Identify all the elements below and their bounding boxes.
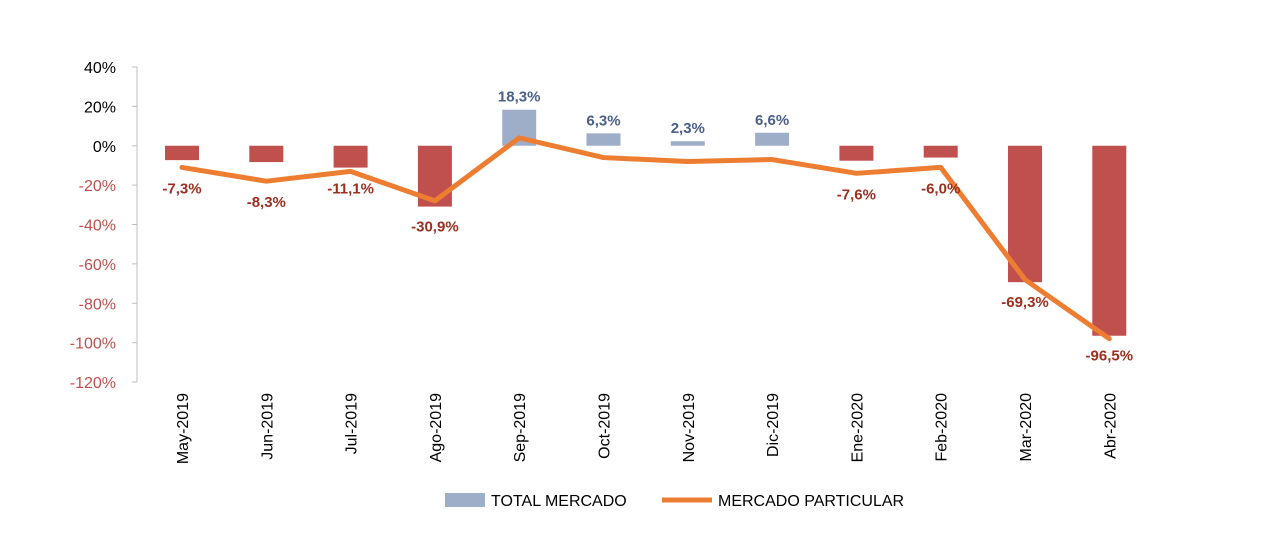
y-axis: 40% 20% 0% -20% -40% -60% -80% -100% -120%: [70, 60, 138, 392]
data-label-jul-2019: -11,1%: [327, 181, 374, 198]
x-tick-label: Nov-2019: [681, 393, 698, 462]
y-tick-label: -20%: [79, 178, 116, 195]
data-labels: -7,3% -8,3% -11,1% -30,9% 18,3% 6,3% 2,3% 6,6% -…: [162, 89, 1133, 365]
legend: TOTAL MERCADO MERCADO PARTICULAR: [445, 493, 904, 510]
y-tick-label: 20%: [84, 99, 116, 116]
bar-oct-2019: [586, 133, 621, 146]
y-tick-label: -40%: [79, 218, 116, 235]
x-tick-label: Mar-2020: [1018, 393, 1035, 462]
bar-jul-2019: [333, 145, 368, 168]
x-tick-label: Jul-2019: [344, 393, 361, 454]
y-tick-label: -60%: [79, 257, 116, 274]
y-tick-label: -120%: [70, 375, 116, 392]
data-label-jun-2019: -8,3%: [247, 194, 286, 211]
x-tick-label: Abr-2020: [1102, 393, 1119, 459]
data-label-ene-2020: -7,6%: [837, 186, 876, 203]
y-tick-label: 0%: [93, 139, 116, 156]
bar-ene-2020: [839, 145, 874, 161]
data-label-dic-2019: 6,6%: [755, 112, 789, 129]
x-tick-label: Feb-2020: [934, 393, 951, 462]
x-tick-label: Ago-2019: [428, 393, 445, 462]
line-mercado-particular: [179, 135, 1112, 342]
bar-dic-2019: [755, 132, 790, 146]
bar-nov-2019: [670, 141, 705, 146]
bars: [165, 109, 1127, 336]
data-label-sep-2019: 18,3%: [498, 89, 541, 106]
y-tick-label: -100%: [70, 336, 116, 353]
x-tick-label: May-2019: [175, 393, 192, 464]
x-tick-label: Ene-2020: [849, 393, 866, 462]
bar-may-2019: [165, 145, 199, 161]
bar-feb-2020: [923, 145, 958, 158]
bar-abr-2020: [1092, 145, 1127, 336]
line-series: [179, 135, 1112, 342]
data-label-nov-2019: 2,3%: [671, 120, 705, 137]
bar-mar-2020: [1008, 145, 1042, 283]
data-label-mar-2020: -69,3%: [1001, 294, 1049, 311]
legend-label-mercado-particular: MERCADO PARTICULAR: [718, 493, 904, 510]
data-label-may-2019: -7,3%: [162, 180, 201, 197]
data-label-oct-2019: 6,3%: [586, 112, 620, 129]
data-label-ago-2019: -30,9%: [411, 219, 459, 236]
data-label-abr-2020: -96,5%: [1086, 348, 1134, 365]
y-tick-label: 40%: [84, 60, 116, 77]
x-tick-label: Sep-2019: [512, 393, 529, 462]
legend-label-total-mercado: TOTAL MERCADO: [491, 493, 627, 510]
bar-jun-2019: [249, 145, 284, 163]
legend-swatch-total-mercado: [445, 493, 485, 507]
x-tick-label: Jun-2019: [259, 393, 276, 460]
x-tick-label: Oct-2019: [597, 393, 614, 459]
x-axis: May-2019 Jun-2019 Jul-2019 Ago-2019 Sep-2019…: [175, 393, 1119, 464]
data-label-feb-2020: -6,0%: [921, 180, 960, 197]
y-tick-label: -80%: [79, 296, 116, 313]
x-tick-label: Dic-2019: [765, 393, 782, 457]
